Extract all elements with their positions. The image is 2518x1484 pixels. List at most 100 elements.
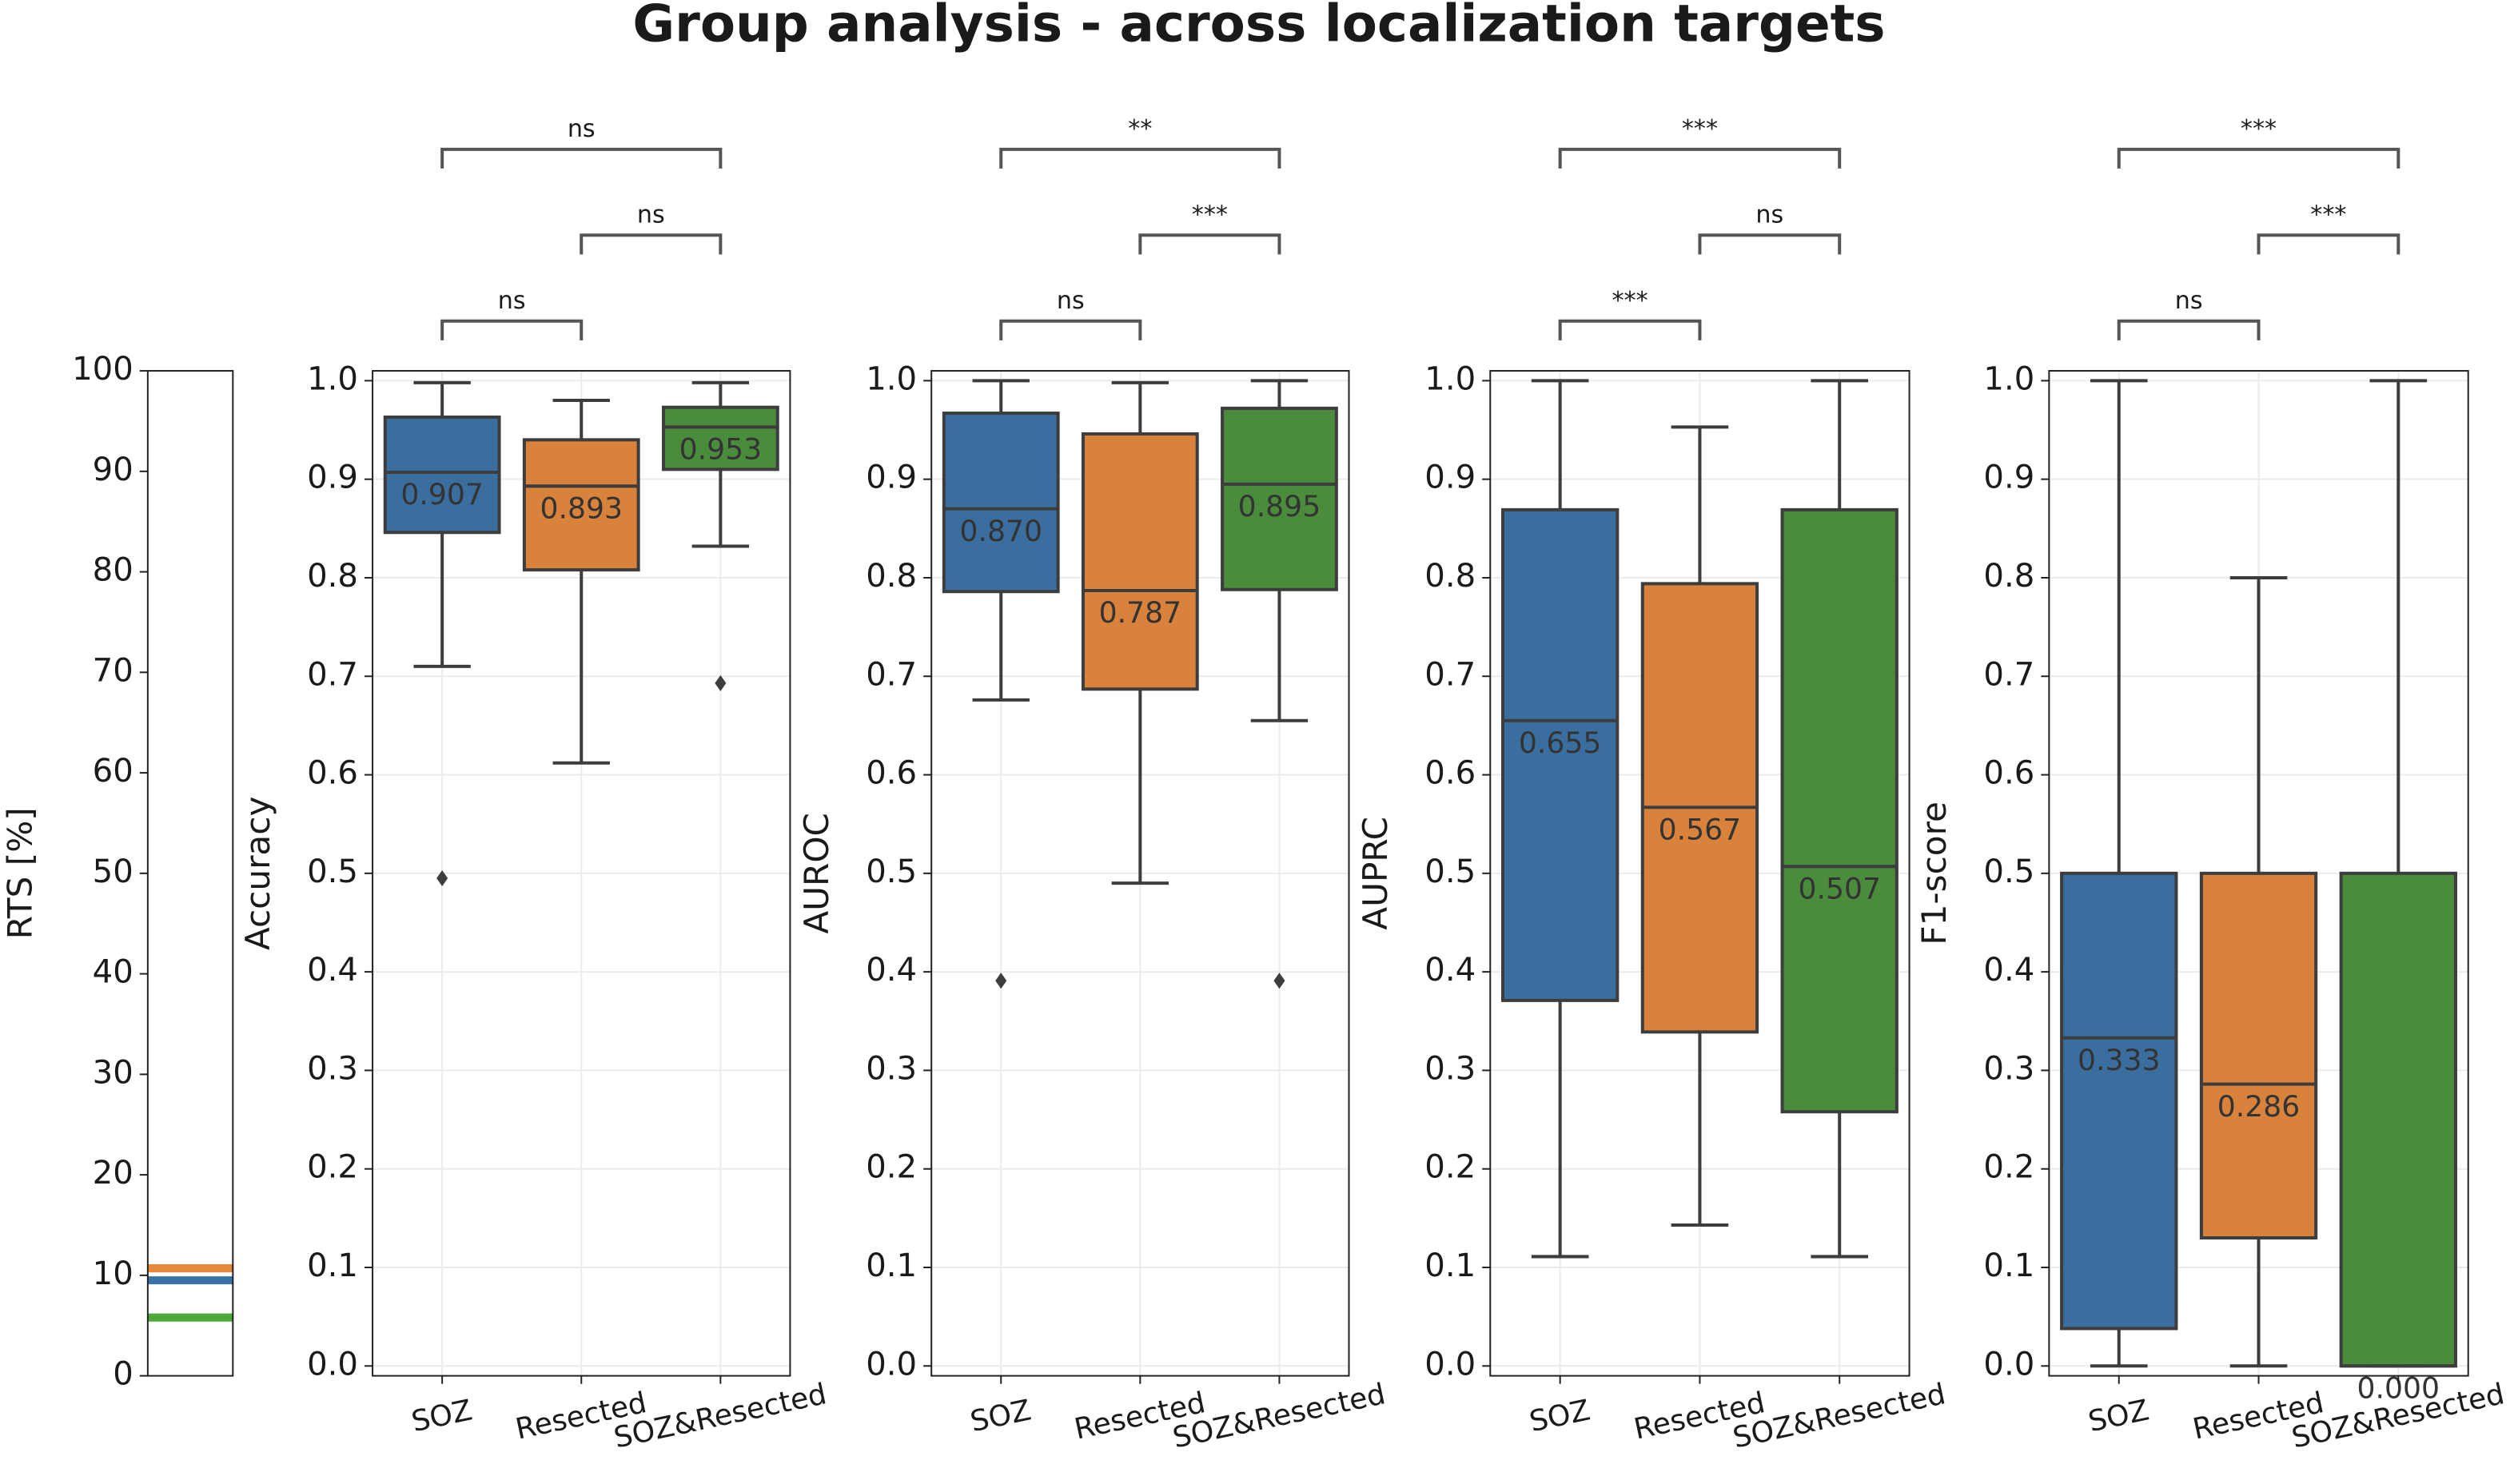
significance-label: **: [1128, 115, 1152, 143]
x-tick-label: SOZ: [967, 1392, 1034, 1438]
y-tick-label: 0.6: [307, 755, 358, 792]
significance-bracket: [2117, 319, 2261, 340]
figure-title: Group analysis - across localization tar…: [632, 0, 1885, 54]
significance-label: ***: [2241, 115, 2277, 143]
y-axis-label: AUROC: [797, 813, 836, 934]
y-tick-label: 0.0: [307, 1346, 358, 1383]
plot-frame: [146, 370, 234, 1377]
plot-frame: [1489, 370, 1910, 1377]
significance-bracket: [999, 147, 1281, 169]
y-tick-label: 80: [93, 552, 133, 589]
y-tick-label: 0.8: [866, 558, 917, 595]
y-tick-label: 60: [93, 753, 133, 790]
box: [2060, 871, 2178, 1331]
x-tick-label: SOZ&Resected: [1169, 1376, 1388, 1454]
y-tick-label: 90: [93, 452, 133, 488]
y-tick-label: 0.3: [1983, 1050, 2034, 1087]
y-tick-label: 0.9: [866, 460, 917, 496]
outlier: [995, 973, 1007, 989]
y-tick-label: 70: [93, 652, 133, 689]
significance-label: ns: [498, 287, 526, 315]
significance-label: ns: [637, 201, 665, 229]
y-tick-label: 0.5: [1424, 853, 1476, 890]
significance-label: ***: [1682, 115, 1718, 143]
y-tick-label: 0.0: [866, 1346, 917, 1383]
y-tick-label: 0.2: [1983, 1149, 2034, 1186]
y-tick-label: 0.6: [1424, 755, 1476, 792]
y-tick-label: 0.4: [1983, 952, 2034, 989]
y-tick-label: 100: [72, 351, 133, 388]
plot-frame: [372, 370, 791, 1377]
box: [1221, 406, 1338, 591]
median-label: 0.286: [2217, 1089, 2301, 1124]
y-tick-label: 0.9: [1983, 460, 2034, 496]
y-tick-label: 0.5: [307, 853, 358, 890]
x-tick-label: SOZ: [408, 1392, 475, 1438]
y-tick-label: 0.4: [307, 952, 358, 989]
y-tick-label: 1.0: [1424, 360, 1476, 397]
significance-bracket: [1698, 233, 1842, 255]
significance-label: ***: [1612, 287, 1647, 315]
significance-label: ***: [2310, 201, 2346, 229]
significance-bracket: [1138, 233, 1281, 255]
x-tick-label: SOZ&Resected: [1730, 1376, 1948, 1454]
box: [2199, 871, 2318, 1240]
significance-label: ns: [2175, 287, 2203, 315]
median-label: 0.787: [1099, 595, 1182, 630]
significance-label: ns: [1755, 201, 1783, 229]
box: [522, 438, 640, 572]
y-tick-label: 0.2: [866, 1149, 917, 1186]
y-tick-label: 0.1: [307, 1247, 358, 1284]
y-tick-label: 0.7: [307, 656, 358, 693]
y-tick-label: 0.3: [307, 1050, 358, 1087]
y-tick-label: 0.4: [866, 952, 917, 989]
median-label: 0.870: [959, 514, 1042, 548]
significance-bracket: [1558, 319, 1702, 340]
box: [2339, 871, 2457, 1368]
y-tick-label: 0.8: [1424, 558, 1476, 595]
y-tick-label: 30: [93, 1054, 133, 1091]
y-tick-label: 0.5: [866, 853, 917, 890]
box: [942, 412, 1060, 594]
y-tick-label: 20: [93, 1155, 133, 1192]
y-tick-label: 0.8: [1983, 558, 2034, 595]
y-tick-label: 1.0: [866, 360, 917, 397]
significance-bracket: [440, 319, 584, 340]
box: [1780, 507, 1898, 1114]
plot-frame: [930, 370, 1350, 1377]
median-label: 0.507: [1798, 871, 1881, 905]
median-label: 0.895: [1238, 489, 1321, 523]
y-tick-label: 0.2: [307, 1149, 358, 1186]
y-tick-label: 0.3: [1424, 1050, 1476, 1087]
y-tick-label: 50: [93, 853, 133, 890]
outlier: [1273, 973, 1285, 989]
y-tick-label: 0.6: [1983, 755, 2034, 792]
y-tick-label: 0.4: [1424, 952, 1476, 989]
y-tick-label: 0.0: [1424, 1346, 1476, 1383]
y-tick-label: 0.2: [1424, 1149, 1476, 1186]
y-axis-label: Accuracy: [238, 797, 277, 951]
y-tick-label: 0.5: [1983, 853, 2034, 890]
significance-bracket: [1558, 147, 1842, 169]
y-tick-label: 0.6: [866, 755, 917, 792]
median-label: 0.333: [2078, 1043, 2161, 1077]
y-tick-label: 0.0: [1983, 1346, 2034, 1383]
y-axis-label: F1-score: [1914, 802, 1954, 945]
outlier: [715, 674, 727, 691]
median-label: 0.907: [400, 477, 484, 511]
y-tick-label: 40: [93, 954, 133, 991]
box: [661, 405, 779, 471]
x-tick-label: SOZ&Resected: [611, 1376, 829, 1454]
significance-bracket: [2257, 233, 2400, 255]
y-tick-label: 0.7: [1424, 656, 1476, 693]
y-axis-label: RTS [%]: [1, 807, 40, 939]
median-label: 0.953: [679, 432, 763, 466]
box: [1081, 432, 1199, 691]
y-tick-label: 0.1: [1424, 1247, 1476, 1284]
y-tick-label: 0: [113, 1356, 133, 1393]
y-tick-label: 0.1: [1983, 1247, 2034, 1284]
y-tick-label: 1.0: [307, 360, 358, 397]
significance-label: ns: [1057, 287, 1085, 315]
